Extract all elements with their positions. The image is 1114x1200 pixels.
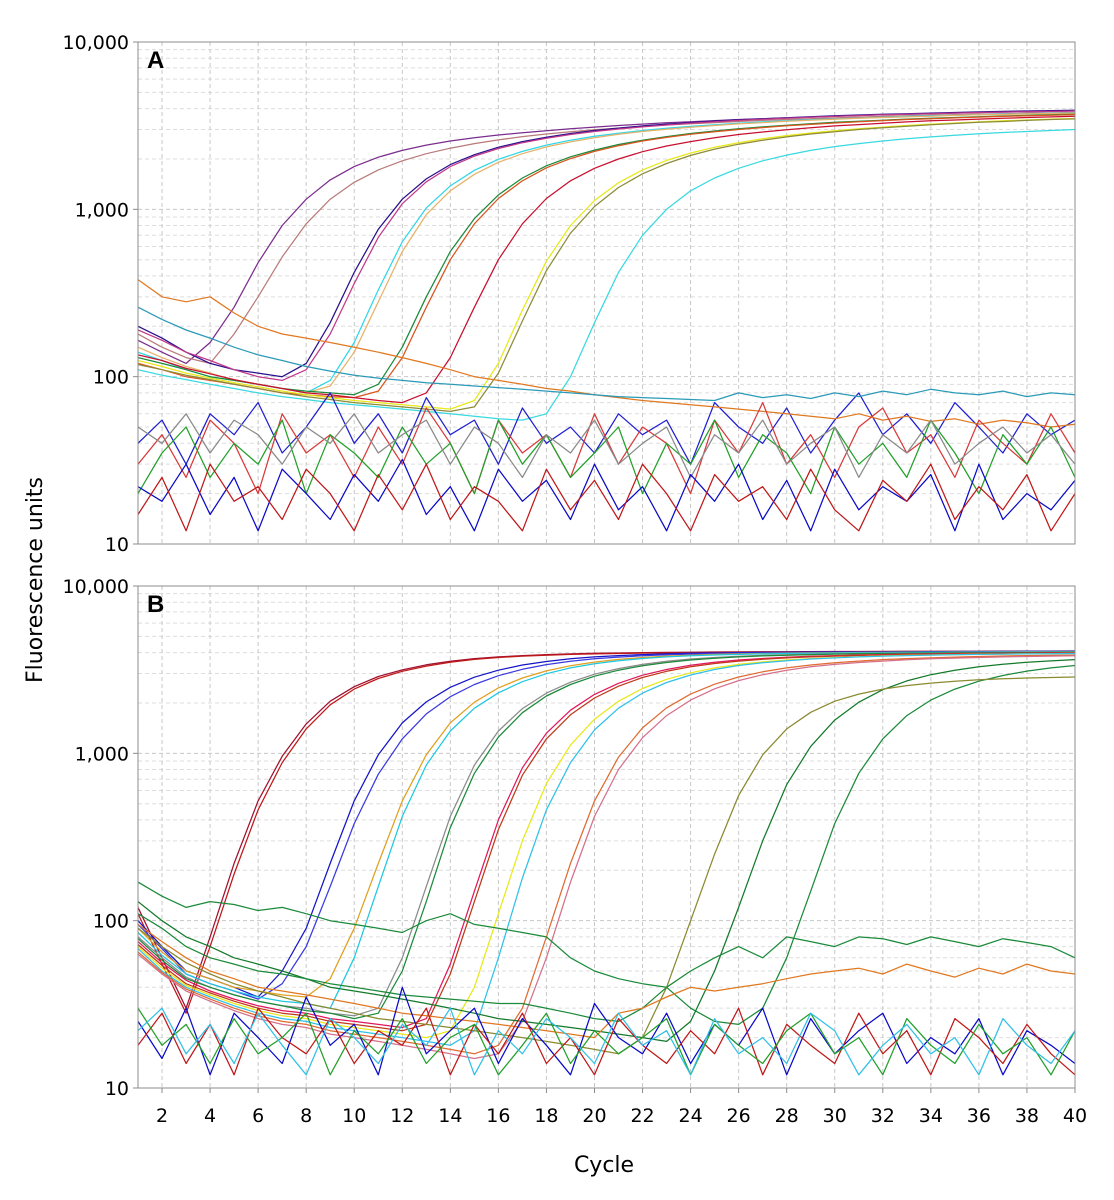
trace-line-6 bbox=[138, 651, 1075, 1009]
plot-frame bbox=[137, 585, 1076, 1089]
x-tick-label: 30 bbox=[823, 1105, 847, 1127]
y-tick-label: 10,000 bbox=[63, 576, 129, 598]
x-tick-label: 20 bbox=[582, 1105, 606, 1127]
trace-line-5 bbox=[138, 112, 1075, 394]
trace-line-2 bbox=[138, 111, 1075, 365]
x-tick-label: 18 bbox=[534, 1105, 558, 1127]
grid bbox=[138, 586, 1076, 1088]
x-tick-label: 40 bbox=[1063, 1105, 1087, 1127]
trace-line-11 bbox=[138, 652, 1075, 1039]
trace-line-13 bbox=[138, 392, 1075, 465]
trace-line-16 bbox=[138, 658, 1075, 1043]
trace-line-14 bbox=[138, 279, 1075, 428]
trace-line-12 bbox=[138, 652, 1075, 1046]
trace-line-7 bbox=[138, 113, 1075, 396]
trace-line-15 bbox=[138, 664, 1075, 1026]
trace-line-11 bbox=[138, 118, 1075, 413]
trace-line-12 bbox=[138, 128, 1075, 421]
trace-line-14 bbox=[138, 655, 1075, 1060]
x-tick-label: 32 bbox=[871, 1105, 895, 1127]
x-tick-label: 24 bbox=[678, 1105, 702, 1127]
x-tick-label: 28 bbox=[775, 1105, 799, 1127]
y-tick-label: 10 bbox=[105, 1078, 129, 1100]
trace-line-7 bbox=[138, 651, 1075, 1017]
trace-line-18 bbox=[138, 413, 1075, 479]
y-tick-label: 100 bbox=[93, 911, 129, 933]
panel-label: A bbox=[147, 47, 164, 74]
x-tick-label: 6 bbox=[252, 1105, 264, 1127]
trace-line-15 bbox=[138, 306, 1075, 402]
x-tick-label: 34 bbox=[919, 1105, 943, 1127]
x-tick-label: 38 bbox=[1015, 1105, 1039, 1127]
trace-line-21 bbox=[138, 1007, 1075, 1076]
y-tick-label: 1,000 bbox=[75, 199, 129, 221]
chart-panel-a: 10 100 1,000 10,000 A bbox=[63, 32, 1076, 556]
trace-line-23 bbox=[138, 1007, 1075, 1076]
trace-line-22 bbox=[138, 1007, 1075, 1076]
trace-line-19 bbox=[138, 923, 1075, 1039]
trace-line-20 bbox=[138, 463, 1075, 532]
grid bbox=[138, 42, 1076, 544]
x-tick-label: 16 bbox=[486, 1105, 510, 1127]
trace-line-8 bbox=[138, 113, 1075, 399]
y-tick-label: 10 bbox=[105, 534, 129, 556]
x-tick-label: 22 bbox=[630, 1105, 654, 1127]
trace-line-3 bbox=[138, 109, 1075, 378]
x-tick-label: 8 bbox=[300, 1105, 312, 1127]
trace-line-5 bbox=[138, 651, 1075, 998]
trace-line-17 bbox=[138, 676, 1075, 1055]
plot-frame bbox=[137, 41, 1076, 545]
trace-line-4 bbox=[138, 110, 1075, 382]
trace-line-9 bbox=[138, 115, 1075, 404]
panel-label: B bbox=[147, 591, 164, 618]
traces bbox=[138, 650, 1075, 1076]
y-tick-label: 10,000 bbox=[63, 32, 129, 54]
x-tick-label: 10 bbox=[342, 1105, 366, 1127]
y-tick-label: 1,000 bbox=[75, 743, 129, 765]
trace-line-17 bbox=[138, 419, 1075, 495]
trace-line-2 bbox=[138, 650, 1075, 1014]
trace-line-10 bbox=[138, 117, 1075, 410]
trace-line-16 bbox=[138, 401, 1075, 495]
x-tick-label: 14 bbox=[438, 1105, 462, 1127]
trace-line-8 bbox=[138, 651, 1075, 1020]
y-tick-label: 100 bbox=[93, 367, 129, 389]
x-tick-label: 36 bbox=[967, 1105, 991, 1127]
traces bbox=[138, 109, 1075, 532]
trace-line-10 bbox=[138, 652, 1075, 1032]
trace-line-1 bbox=[138, 650, 1075, 1009]
x-tick-label: 4 bbox=[204, 1105, 216, 1127]
trace-line-19 bbox=[138, 458, 1075, 532]
trace-line-20 bbox=[138, 986, 1075, 1076]
x-axis-title: Cycle bbox=[574, 1153, 634, 1178]
trace-line-13 bbox=[138, 654, 1075, 1055]
x-tick-label: 26 bbox=[727, 1105, 751, 1127]
x-tick-label: 12 bbox=[390, 1105, 414, 1127]
y-axis-title: Fluorescence units bbox=[23, 477, 48, 683]
trace-line-6 bbox=[138, 112, 1075, 394]
x-tick-label: 2 bbox=[156, 1105, 168, 1127]
